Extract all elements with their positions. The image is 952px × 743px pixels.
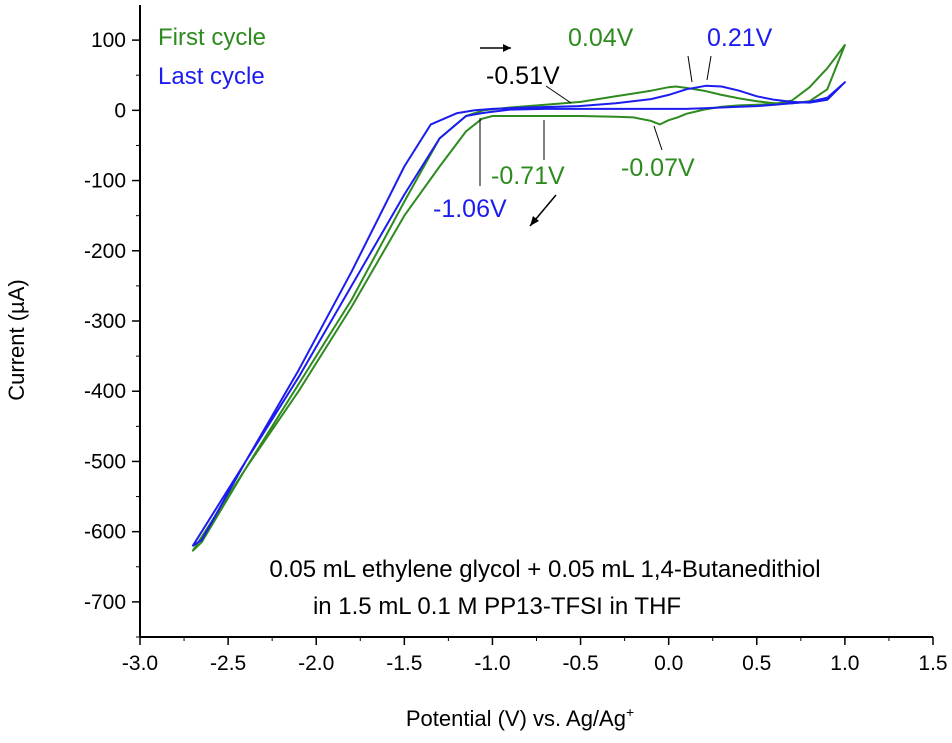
y-tick-label: -500 (84, 450, 126, 473)
x-tick-label: 1.0 (830, 652, 859, 675)
series-layer (191, 44, 846, 552)
x-tick-label: -2.5 (210, 652, 246, 675)
x-tick-label: -3.0 (122, 652, 158, 675)
annotation-minus0.71V: -0.71V (491, 162, 565, 190)
note-line-1: 0.05 mL ethylene glycol + 0.05 mL 1,4-Bu… (269, 556, 820, 583)
legend-first-cycle: First cycle (158, 24, 266, 51)
y-tick-label: -100 (84, 170, 126, 193)
peak-annotations: 0.04V 0.21V -0.51V -0.71V -0.07V -1.06V (433, 24, 773, 223)
leader-0.04V (687, 55, 693, 83)
y-tick-label: -600 (84, 521, 126, 544)
leader-minus0.51V (545, 85, 572, 104)
annotation-minus1.06V: -1.06V (433, 195, 507, 223)
y-tick-label: 0 (114, 99, 126, 122)
y-tick-label: -300 (84, 310, 126, 333)
x-axis-title-superscript: + (626, 704, 634, 720)
y-axis-title: Current (µA) (4, 279, 29, 400)
x-tick-label: 0.0 (654, 652, 683, 675)
annotation-0.21V: 0.21V (707, 24, 773, 52)
experiment-note: 0.05 mL ethylene glycol + 0.05 mL 1,4-Bu… (269, 556, 820, 620)
y-ticks: 100 0 -100 -200 -300 -400 -500 -600 -700 (84, 29, 140, 638)
x-tick-label: -0.5 (562, 652, 598, 675)
annotation-minus0.07V: -0.07V (621, 154, 695, 182)
scan-arrows (480, 44, 557, 227)
y-tick-label: 100 (91, 29, 126, 52)
axes (139, 5, 933, 638)
x-tick-label: -1.5 (386, 652, 422, 675)
note-line-2: in 1.5 mL 0.1 M PP13-TFSI in THF (313, 593, 681, 620)
x-tick-label: 1.5 (918, 652, 947, 675)
x-tick-label: -1.0 (474, 652, 510, 675)
x-ticks: -3.0 -2.5 -2.0 -1.5 -1.0 -0.5 0.0 0.5 1.0 1.5 (122, 637, 948, 675)
x-axis-title: Potential (V) vs. Ag/Ag+ (406, 704, 634, 731)
x-tick-label: 0.5 (742, 652, 771, 675)
y-tick-label: -400 (84, 380, 126, 403)
series-first-cycle (191, 44, 846, 552)
legend: First cycle Last cycle (158, 24, 266, 90)
leader-0.21V (706, 55, 712, 81)
legend-last-cycle: Last cycle (158, 63, 265, 90)
annotation-0.04V: 0.04V (568, 24, 634, 52)
y-tick-label: -200 (84, 240, 126, 263)
leader-minus0.07V (653, 125, 663, 151)
arrow-forward-icon (480, 44, 511, 52)
x-tick-label: -2.0 (298, 652, 334, 675)
y-tick-label: -700 (84, 591, 126, 614)
annotation-minus0.51V: -0.51V (486, 62, 560, 90)
series-last-cycle (191, 81, 846, 547)
annotation-leaders (479, 55, 712, 186)
arrow-reverse-icon (529, 194, 557, 227)
